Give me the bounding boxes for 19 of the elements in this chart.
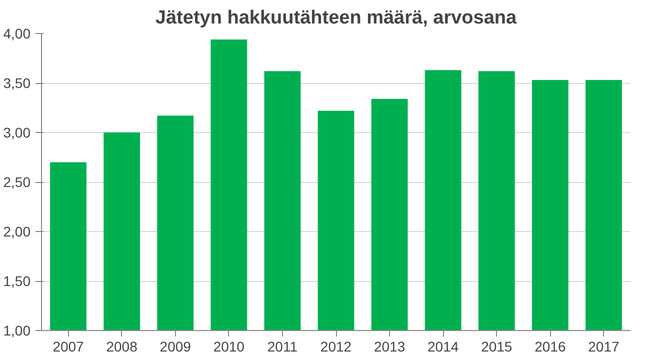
x-tick-label: 2014	[428, 338, 459, 354]
y-tick-label: 4,00	[3, 26, 31, 42]
y-tick-label: 3,00	[3, 124, 31, 140]
x-tick-label: 2017	[588, 338, 620, 354]
y-tick-label: 2,00	[3, 224, 31, 240]
x-tick-label: 2015	[481, 338, 512, 354]
chart-title: Jätetyn hakkuutähteen määrä, arvosana	[155, 8, 518, 28]
x-tick-label: 2012	[320, 338, 352, 354]
x-tick-label: 2007	[52, 338, 84, 354]
x-tick-label: 2016	[534, 338, 566, 354]
y-tick-label: 1,50	[3, 273, 31, 289]
y-tick-label: 3,50	[3, 75, 31, 91]
y-tick-label: 2,50	[3, 174, 31, 190]
x-tick-label: 2008	[106, 338, 138, 354]
x-tick-label: 2013	[374, 338, 406, 354]
y-tick-label: 1,00	[3, 322, 31, 338]
x-tick-label: 2009	[160, 338, 192, 354]
x-tick-label: 2011	[267, 338, 298, 354]
x-tick-label: 2010	[213, 338, 245, 354]
